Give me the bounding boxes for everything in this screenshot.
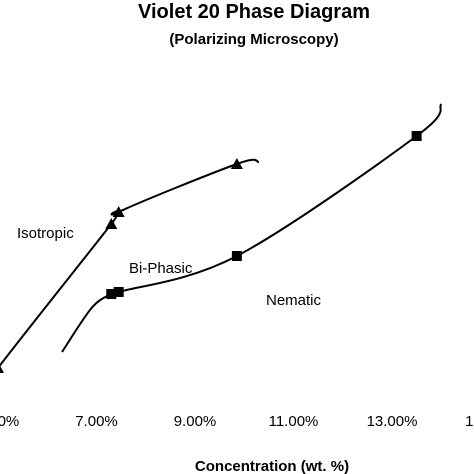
triangle-marker	[112, 206, 125, 217]
x-tick-label: 5.00%	[0, 413, 19, 430]
chart-title: Violet 20 Phase Diagram	[138, 1, 370, 23]
data-markers	[0, 131, 422, 373]
x-axis-ticks: 5.00% 7.00% 9.00% 11.00% 13.00% 15.00%	[0, 413, 474, 430]
triangle-marker	[105, 218, 118, 229]
x-tick-label: 15.00%	[465, 413, 474, 430]
square-marker	[106, 289, 117, 299]
x-tick-label: 11.00%	[269, 413, 319, 430]
square-marker	[231, 251, 242, 261]
region-label-bi-phasic: Bi-Phasic	[129, 260, 193, 277]
phase-boundary-curves	[0, 103, 443, 368]
chart-subtitle: (Polarizing Microscopy)	[169, 31, 338, 48]
region-label-nematic: Nematic	[266, 292, 322, 309]
triangle-marker	[0, 365, 4, 373]
square-marker	[411, 131, 422, 141]
x-axis-label: Concentration (wt. %)	[195, 458, 349, 474]
x-tick-label: 7.00%	[75, 413, 118, 430]
x-tick-label: 13.00%	[367, 413, 418, 430]
triangle-marker	[230, 158, 243, 169]
x-tick-label: 9.00%	[174, 413, 217, 430]
square-marker	[113, 287, 124, 297]
nematic-boundary-curve	[61, 103, 443, 353]
region-label-isotropic: Isotropic	[17, 225, 74, 242]
